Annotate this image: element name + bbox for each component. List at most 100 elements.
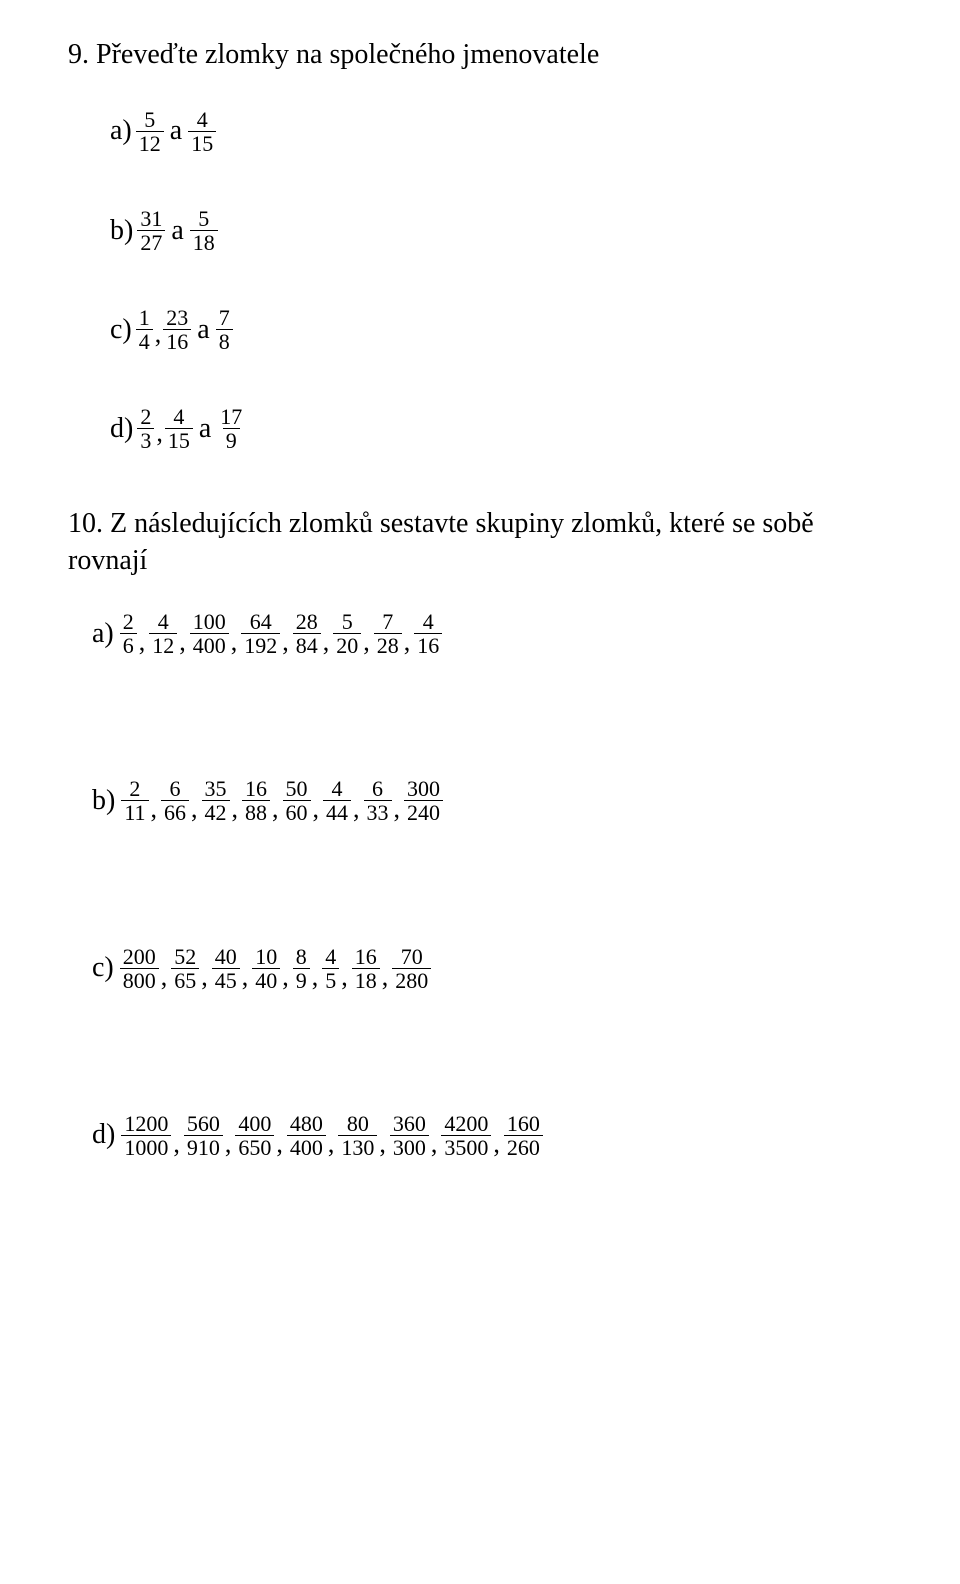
- fraction-denominator: 44: [323, 800, 351, 824]
- fraction: 400650: [235, 1112, 274, 1159]
- fraction-numerator: 1: [136, 306, 153, 329]
- fraction-numerator: 50: [283, 777, 311, 800]
- fraction-numerator: 1200: [121, 1112, 171, 1135]
- fraction-numerator: 52: [171, 945, 199, 968]
- separator-comma: ,: [156, 415, 163, 450]
- fraction-numerator: 40: [212, 945, 240, 968]
- fraction-list: 200800,5265,4045,1040,89,45,1618,70280: [120, 945, 432, 992]
- item-parts: 512a415: [136, 108, 216, 155]
- fraction-denominator: 400: [287, 1135, 326, 1159]
- q10-group: c)200800,5265,4045,1040,89,45,1618,70280: [92, 945, 892, 992]
- fraction: 4045: [212, 945, 240, 992]
- separator-comma: ,: [161, 959, 168, 994]
- fraction: 3542: [202, 777, 230, 824]
- fraction: 200800: [120, 945, 159, 992]
- fraction: 179: [217, 405, 245, 452]
- fraction-denominator: 6: [120, 633, 137, 657]
- fraction: 633: [364, 777, 392, 824]
- separator-comma: ,: [312, 959, 319, 994]
- fraction-denominator: 240: [404, 800, 443, 824]
- fraction-denominator: 84: [293, 633, 321, 657]
- item-label: c): [110, 311, 132, 349]
- fraction-numerator: 6: [167, 777, 184, 800]
- fraction: 45: [322, 945, 339, 992]
- separator-comma: ,: [242, 959, 249, 994]
- fraction-denominator: 27: [137, 230, 165, 254]
- fraction: 26: [120, 610, 137, 657]
- fraction: 666: [161, 777, 189, 824]
- separator-comma: ,: [191, 791, 198, 826]
- q10-group: b)211,666,3542,1688,5060,444,633,300240: [92, 777, 892, 824]
- separator-comma: ,: [179, 624, 186, 659]
- fraction-denominator: 4: [136, 329, 153, 353]
- fraction-numerator: 5: [339, 610, 356, 633]
- separator-comma: ,: [431, 1126, 438, 1161]
- fraction-numerator: 35: [202, 777, 230, 800]
- fraction-list: 211,666,3542,1688,5060,444,633,300240: [121, 777, 443, 824]
- q9-item: b)3127a518: [110, 207, 892, 254]
- fraction-denominator: 33: [364, 800, 392, 824]
- fraction: 1688: [242, 777, 270, 824]
- fraction-numerator: 4: [170, 405, 187, 428]
- fraction: 160260: [504, 1112, 543, 1159]
- fraction-numerator: 4: [194, 108, 211, 131]
- separator-comma: ,: [353, 791, 360, 826]
- fraction-numerator: 2: [137, 405, 154, 428]
- fraction-numerator: 5: [141, 108, 158, 131]
- fraction: 444: [323, 777, 351, 824]
- separator-comma: ,: [379, 1126, 386, 1161]
- fraction-denominator: 15: [165, 428, 193, 452]
- fraction: 2316: [163, 306, 191, 353]
- fraction: 560910: [184, 1112, 223, 1159]
- fraction-denominator: 280: [392, 968, 431, 992]
- fraction-denominator: 400: [190, 633, 229, 657]
- fraction-denominator: 260: [504, 1135, 543, 1159]
- fraction-numerator: 4: [329, 777, 346, 800]
- item-label: a): [110, 112, 132, 150]
- fraction: 42003500: [441, 1112, 491, 1159]
- fraction-numerator: 7: [216, 306, 233, 329]
- fraction: 480400: [287, 1112, 326, 1159]
- fraction-numerator: 8: [293, 945, 310, 968]
- fraction-denominator: 88: [242, 800, 270, 824]
- fraction-denominator: 130: [338, 1135, 377, 1159]
- connector-text: a: [199, 410, 211, 448]
- fraction: 518: [190, 207, 218, 254]
- fraction-denominator: 42: [202, 800, 230, 824]
- fraction: 3127: [137, 207, 165, 254]
- fraction-numerator: 10: [252, 945, 280, 968]
- fraction: 70280: [392, 945, 431, 992]
- fraction: 23: [137, 405, 154, 452]
- group-label: b): [92, 782, 115, 820]
- separator-comma: ,: [282, 959, 289, 994]
- group-label: d): [92, 1116, 115, 1154]
- fraction-denominator: 800: [120, 968, 159, 992]
- fraction-numerator: 2: [120, 610, 137, 633]
- fraction-numerator: 16: [242, 777, 270, 800]
- fraction-denominator: 3: [137, 428, 154, 452]
- fraction-denominator: 16: [163, 329, 191, 353]
- connector-text: a: [197, 311, 209, 349]
- item-label: b): [110, 212, 133, 250]
- separator-comma: ,: [313, 791, 320, 826]
- fraction: 415: [165, 405, 193, 452]
- fraction-denominator: 12: [149, 633, 177, 657]
- fraction: 100400: [190, 610, 229, 657]
- separator-comma: ,: [493, 1126, 500, 1161]
- fraction-numerator: 6: [369, 777, 386, 800]
- fraction-numerator: 300: [404, 777, 443, 800]
- fraction: 14: [136, 306, 153, 353]
- fraction-denominator: 300: [390, 1135, 429, 1159]
- fraction-numerator: 23: [163, 306, 191, 329]
- separator-comma: ,: [394, 791, 401, 826]
- fraction: 1618: [352, 945, 380, 992]
- q9-item: c)14,2316a78: [110, 306, 892, 353]
- fraction-numerator: 160: [504, 1112, 543, 1135]
- separator-comma: ,: [231, 624, 238, 659]
- connector-text: a: [170, 112, 182, 150]
- fraction-numerator: 16: [352, 945, 380, 968]
- fraction-numerator: 400: [235, 1112, 274, 1135]
- item-parts: 3127a518: [137, 207, 217, 254]
- q10-heading: 10. Z následujících zlomků sestavte skup…: [68, 505, 892, 581]
- fraction-numerator: 80: [344, 1112, 372, 1135]
